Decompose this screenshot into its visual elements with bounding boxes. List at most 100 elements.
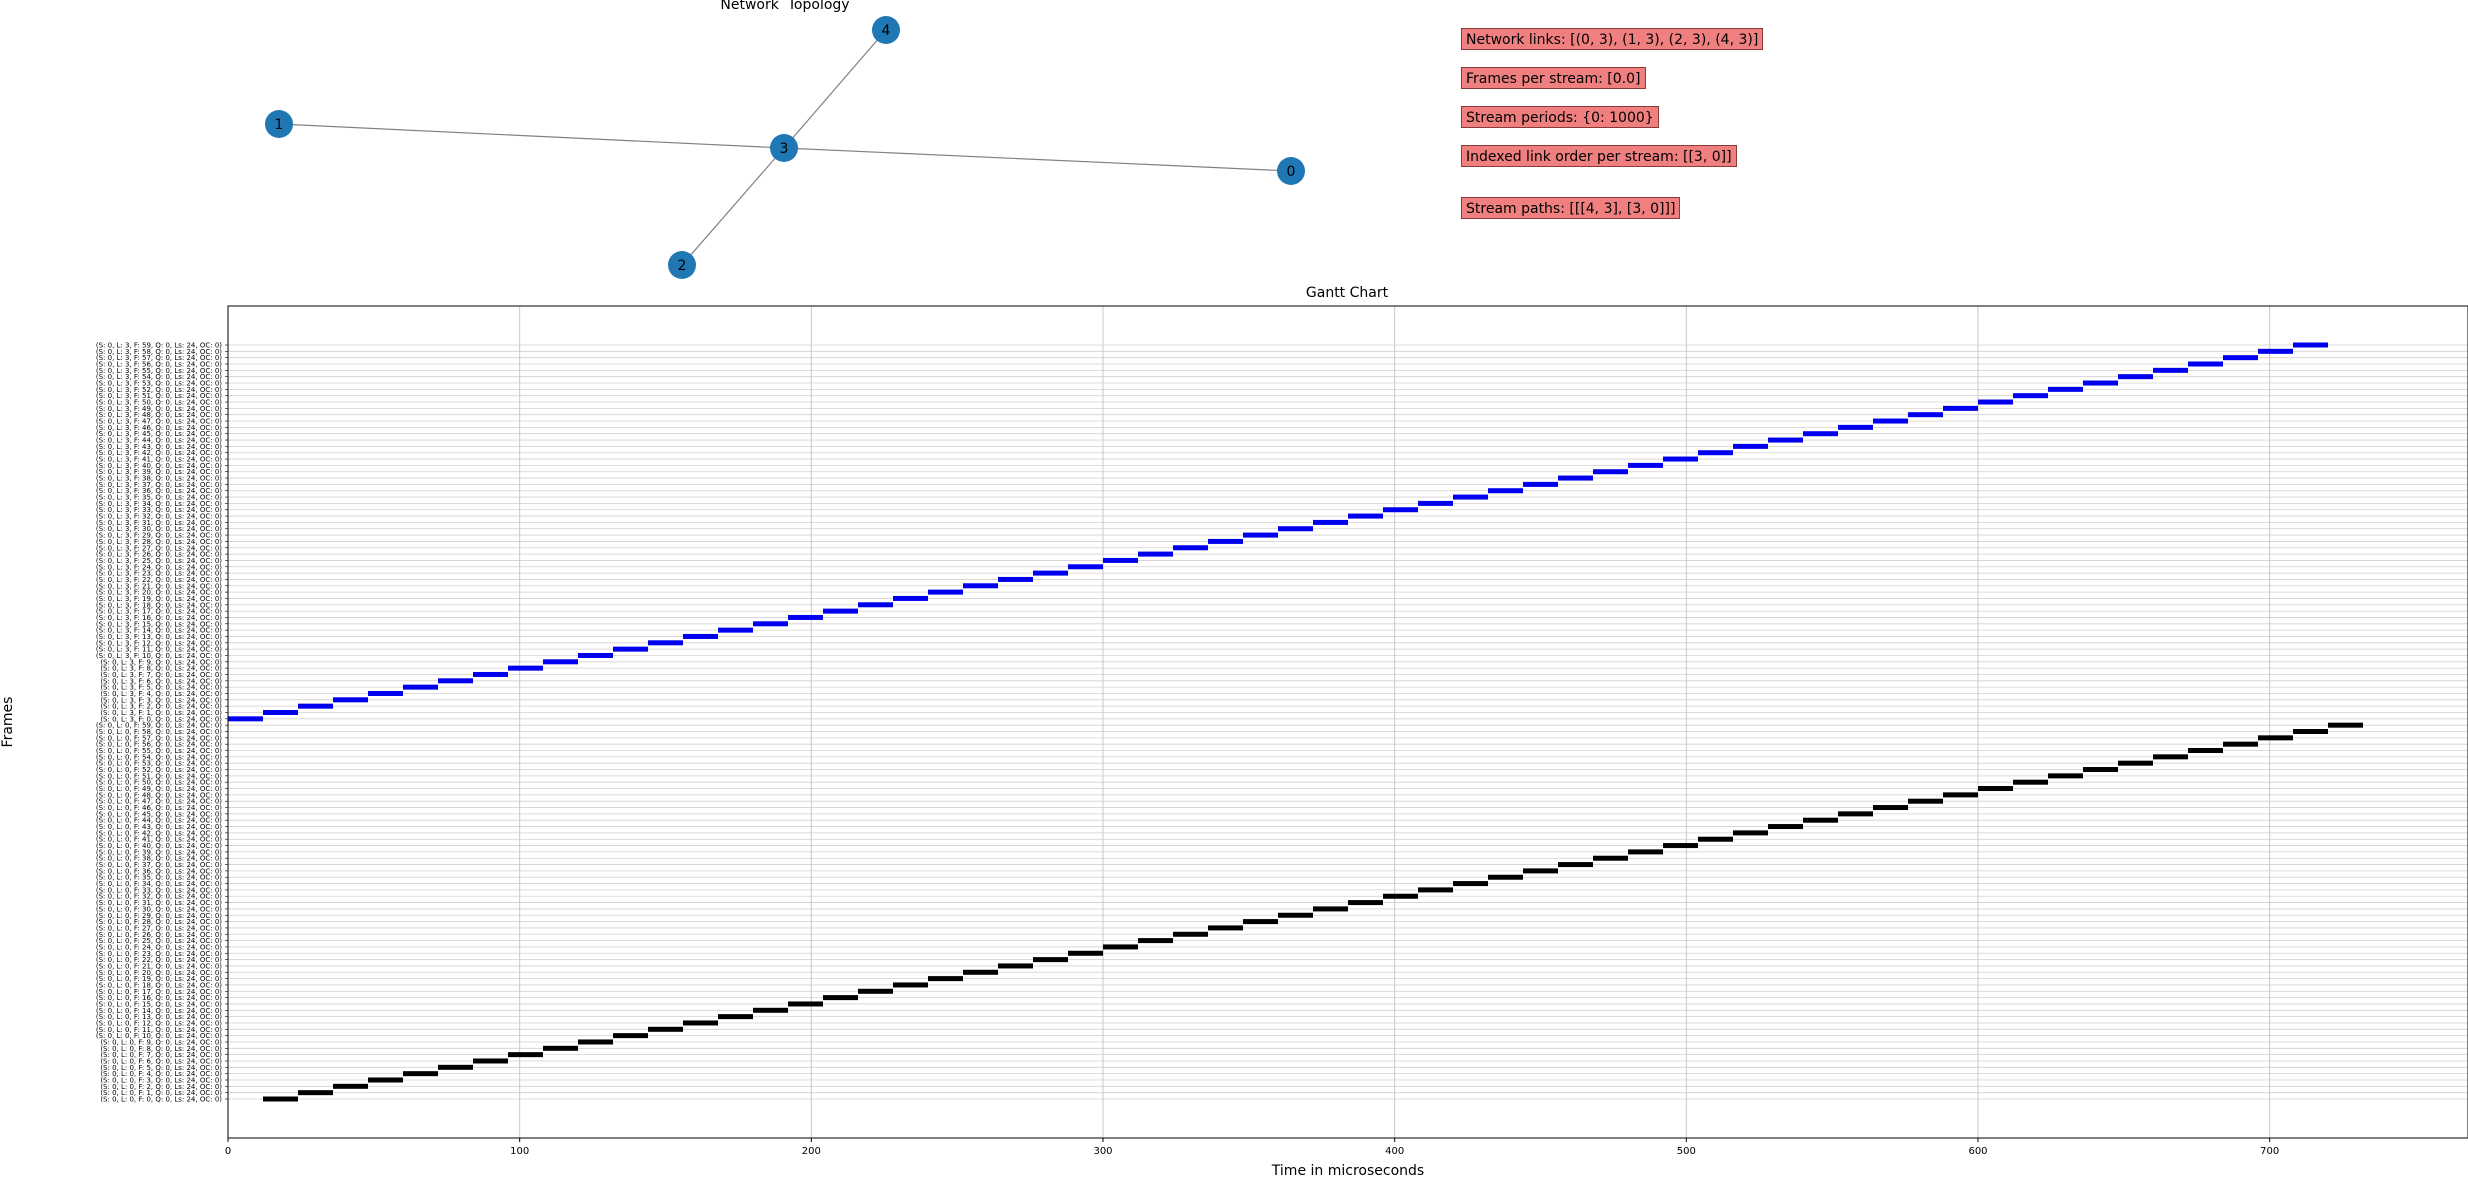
frame-row-label: (S: 0, L: 3, F: 49, Q: 0, Ls: 24, OC: 0) bbox=[96, 405, 222, 413]
gantt-bar-link0-frame26 bbox=[1173, 931, 1208, 937]
gantt-bar-link0-frame33 bbox=[1418, 887, 1453, 893]
frame-row-label: (S: 0, L: 3, F: 41, Q: 0, Ls: 24, OC: 0) bbox=[96, 456, 222, 464]
frame-row-label: (S: 0, L: 0, F: 27, Q: 0, Ls: 24, OC: 0) bbox=[96, 924, 222, 932]
frame-row-label: (S: 0, L: 0, F: 44, Q: 0, Ls: 24, OC: 0) bbox=[96, 817, 222, 825]
frame-row-label: (S: 0, L: 3, F: 30, Q: 0, Ls: 24, OC: 0) bbox=[96, 525, 222, 533]
frame-row-label: (S: 0, L: 0, F: 34, Q: 0, Ls: 24, OC: 0) bbox=[96, 880, 222, 888]
frame-row-label: (S: 0, L: 0, F: 30, Q: 0, Ls: 24, OC: 0) bbox=[96, 905, 222, 913]
link-order-box: Indexed link order per stream: [[3, 0]] bbox=[1461, 145, 1737, 167]
frame-row-label: (S: 0, L: 3, F: 22, Q: 0, Ls: 24, OC: 0) bbox=[96, 576, 222, 584]
frame-row-label: (S: 0, L: 0, F: 58, Q: 0, Ls: 24, OC: 0) bbox=[96, 728, 222, 736]
frame-row-label: (S: 0, L: 3, F: 43, Q: 0, Ls: 24, OC: 0) bbox=[96, 443, 222, 451]
frame-row-label: (S: 0, L: 0, F: 7, Q: 0, Ls: 24, OC: 0) bbox=[100, 1051, 222, 1059]
x-tick-label: 300 bbox=[1093, 1146, 1112, 1157]
frame-row-label: (S: 0, L: 3, F: 48, Q: 0, Ls: 24, OC: 0) bbox=[96, 411, 222, 419]
gantt-bar-link0-frame22 bbox=[1033, 957, 1068, 963]
x-tick-label: 600 bbox=[1968, 1146, 1987, 1157]
gantt-bar-link3-frame58 bbox=[2258, 348, 2293, 354]
gantt-bar-link3-frame46 bbox=[1838, 424, 1873, 430]
gantt-bar-link3-frame12 bbox=[648, 640, 683, 646]
frame-row-label: (S: 0, L: 0, F: 53, Q: 0, Ls: 24, OC: 0) bbox=[96, 760, 222, 768]
gantt-bar-link0-frame9 bbox=[578, 1039, 613, 1045]
gantt-chart: Gantt Chart (S: 0, L: 0, F: 0, Q: 0, Ls:… bbox=[0, 285, 2468, 1178]
frame-row-label: (S: 0, L: 3, F: 24, Q: 0, Ls: 24, OC: 0) bbox=[96, 563, 222, 571]
x-axis-ticks: 0 100 200 300 400 500 600 700 bbox=[225, 1138, 2279, 1157]
gantt-bar-link3-frame57 bbox=[2223, 355, 2258, 361]
topology-node-0 bbox=[1277, 157, 1305, 185]
gantt-bar-link3-frame8 bbox=[508, 665, 543, 671]
gantt-bar-link0-frame17 bbox=[858, 988, 893, 994]
frame-row-label: (S: 0, L: 3, F: 46, Q: 0, Ls: 24, OC: 0) bbox=[96, 424, 222, 432]
gantt-bar-link0-frame57 bbox=[2258, 735, 2293, 741]
gantt-bar-link0-frame59 bbox=[2328, 722, 2363, 728]
frame-row-label: (S: 0, L: 0, F: 16, Q: 0, Ls: 24, OC: 0) bbox=[96, 994, 222, 1002]
frame-row-label: (S: 0, L: 3, F: 7, Q: 0, Ls: 24, OC: 0) bbox=[100, 671, 222, 679]
frame-row-label: (S: 0, L: 0, F: 45, Q: 0, Ls: 24, OC: 0) bbox=[96, 810, 222, 818]
stream-periods-box: Stream periods: {0: 1000} bbox=[1461, 106, 1659, 128]
x-tick-label: 400 bbox=[1385, 1146, 1404, 1157]
frame-row-label: (S: 0, L: 3, F: 6, Q: 0, Ls: 24, OC: 0) bbox=[100, 677, 222, 685]
gantt-bar-link0-frame55 bbox=[2188, 748, 2223, 754]
gantt-bar-link0-frame27 bbox=[1208, 925, 1243, 931]
frame-row-label: (S: 0, L: 3, F: 45, Q: 0, Ls: 24, OC: 0) bbox=[96, 430, 222, 438]
frame-row-labels: (S: 0, L: 0, F: 0, Q: 0, Ls: 24, OC: 0)(… bbox=[96, 342, 228, 1104]
gantt-bar-link0-frame37 bbox=[1558, 862, 1593, 868]
frame-row-label: (S: 0, L: 0, F: 1, Q: 0, Ls: 24, OC: 0) bbox=[100, 1089, 222, 1097]
gantt-bar-link0-frame6 bbox=[473, 1058, 508, 1064]
frame-row-label: (S: 0, L: 3, F: 14, Q: 0, Ls: 24, OC: 0) bbox=[96, 627, 222, 635]
vertical-gridlines bbox=[227, 306, 2271, 1138]
gantt-bar-link3-frame59 bbox=[2293, 342, 2328, 348]
topology-node-1 bbox=[265, 110, 293, 138]
frame-row-label: (S: 0, L: 0, F: 19, Q: 0, Ls: 24, OC: 0) bbox=[96, 975, 222, 983]
network-topology-graph: 0 1 2 3 4 bbox=[265, 16, 1305, 279]
gantt-bar-link3-frame53 bbox=[2083, 380, 2118, 386]
frame-row-label: (S: 0, L: 0, F: 55, Q: 0, Ls: 24, OC: 0) bbox=[96, 747, 222, 755]
gantt-bar-link0-frame15 bbox=[788, 1001, 823, 1007]
frame-row-label: (S: 0, L: 0, F: 40, Q: 0, Ls: 24, OC: 0) bbox=[96, 842, 222, 850]
gantt-bar-link0-frame53 bbox=[2118, 760, 2153, 766]
gantt-bar-link0-frame34 bbox=[1453, 881, 1488, 887]
frame-row-label: (S: 0, L: 0, F: 33, Q: 0, Ls: 24, OC: 0) bbox=[96, 886, 222, 894]
gantt-bar-link0-frame56 bbox=[2223, 741, 2258, 747]
gantt-bar-link3-frame27 bbox=[1173, 545, 1208, 551]
frame-row-label: (S: 0, L: 3, F: 9, Q: 0, Ls: 24, OC: 0) bbox=[100, 658, 222, 666]
frame-row-label: (S: 0, L: 3, F: 12, Q: 0, Ls: 24, OC: 0) bbox=[96, 639, 222, 647]
gantt-bar-link0-frame41 bbox=[1698, 836, 1733, 842]
gantt-bar-link3-frame26 bbox=[1138, 551, 1173, 557]
gantt-bar-link0-frame39 bbox=[1628, 849, 1663, 855]
frame-row-label: (S: 0, L: 3, F: 52, Q: 0, Ls: 24, OC: 0) bbox=[96, 386, 222, 394]
frame-row-label: (S: 0, L: 0, F: 15, Q: 0, Ls: 24, OC: 0) bbox=[96, 1000, 222, 1008]
gantt-bar-link0-frame49 bbox=[1978, 786, 2013, 792]
frame-row-label: (S: 0, L: 3, F: 36, Q: 0, Ls: 24, OC: 0) bbox=[96, 487, 222, 495]
frame-row-label: (S: 0, L: 0, F: 22, Q: 0, Ls: 24, OC: 0) bbox=[96, 956, 222, 964]
gantt-bar-link0-frame45 bbox=[1838, 811, 1873, 817]
gantt-bars bbox=[228, 342, 2363, 1102]
gantt-bar-link0-frame36 bbox=[1523, 868, 1558, 874]
frame-row-label: (S: 0, L: 0, F: 59, Q: 0, Ls: 24, OC: 0) bbox=[96, 722, 222, 730]
topology-edges bbox=[278, 29, 1292, 266]
frame-row-label: (S: 0, L: 3, F: 57, Q: 0, Ls: 24, OC: 0) bbox=[96, 354, 222, 362]
frame-row-label: (S: 0, L: 0, F: 32, Q: 0, Ls: 24, OC: 0) bbox=[96, 893, 222, 901]
gantt-bar-link0-frame42 bbox=[1733, 830, 1768, 836]
topology-node-label: 1 bbox=[275, 117, 284, 133]
x-tick-label: 100 bbox=[510, 1146, 529, 1157]
frame-row-label: (S: 0, L: 0, F: 13, Q: 0, Ls: 24, OC: 0) bbox=[96, 1013, 222, 1021]
gantt-bar-link0-frame29 bbox=[1278, 912, 1313, 918]
gantt-bar-link0-frame52 bbox=[2083, 767, 2118, 773]
gantt-bar-link0-frame32 bbox=[1383, 893, 1418, 899]
gantt-bar-link3-frame38 bbox=[1558, 475, 1593, 481]
gantt-bar-link3-frame20 bbox=[928, 589, 963, 595]
gantt-bar-link3-frame19 bbox=[893, 595, 928, 601]
gantt-bar-link3-frame33 bbox=[1383, 507, 1418, 513]
frame-row-label: (S: 0, L: 3, F: 33, Q: 0, Ls: 24, OC: 0) bbox=[96, 506, 222, 514]
frame-row-label: (S: 0, L: 3, F: 19, Q: 0, Ls: 24, OC: 0) bbox=[96, 595, 222, 603]
topology-node-2 bbox=[668, 251, 696, 279]
frame-row-label: (S: 0, L: 0, F: 46, Q: 0, Ls: 24, OC: 0) bbox=[96, 804, 222, 812]
frame-row-label: (S: 0, L: 3, F: 21, Q: 0, Ls: 24, OC: 0) bbox=[96, 582, 222, 590]
frame-row-label: (S: 0, L: 0, F: 18, Q: 0, Ls: 24, OC: 0) bbox=[96, 981, 222, 989]
gantt-bar-link0-frame24 bbox=[1103, 944, 1138, 950]
y-axis-label: Frames bbox=[0, 697, 16, 748]
frame-row-label: (S: 0, L: 0, F: 35, Q: 0, Ls: 24, OC: 0) bbox=[96, 874, 222, 882]
gantt-bar-link3-frame56 bbox=[2188, 361, 2223, 367]
